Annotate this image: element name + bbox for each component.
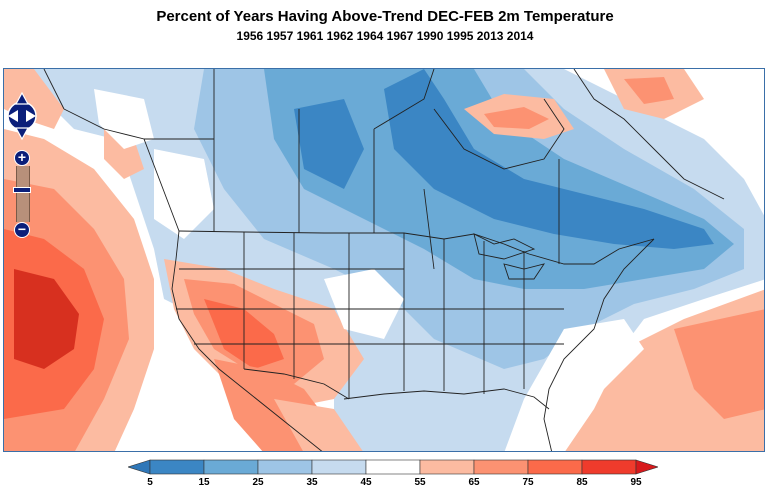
colorbar-tick-label: 85 (576, 477, 588, 488)
white-gap-plains (324, 269, 404, 339)
blue-dark-core (384, 69, 714, 249)
blue-dark-west (294, 99, 364, 189)
white-gap-pacific (94, 89, 154, 149)
colorbar-tick-label: 55 (414, 477, 426, 488)
colorbar-swatch (419, 459, 475, 475)
colorbar-tick-label: 5 (147, 477, 153, 488)
colorbar-swatch (365, 459, 421, 475)
colorbar-swatches (127, 459, 659, 475)
pan-arrows-icon[interactable] (6, 90, 38, 142)
red-hudson-light (484, 107, 549, 129)
colorbar-tick-label: 45 (360, 477, 372, 488)
zoom-in-button[interactable]: + (14, 150, 30, 166)
colorbar-tick-label: 65 (468, 477, 480, 488)
white-gap-atlantic (504, 319, 644, 451)
colorbar-tick-label: 95 (630, 477, 642, 488)
map-subtitle: 1956 1957 1961 1962 1964 1967 1990 1995 … (236, 29, 534, 43)
political-boundaries (43, 69, 725, 451)
colorbar-swatch (257, 459, 313, 475)
colorbar-legend: 5 15 25 35 45 55 65 75 85 95 (127, 458, 659, 488)
colorbar-swatch (311, 459, 367, 475)
temperature-map (4, 69, 764, 451)
colorbar-tick-label: 25 (252, 477, 264, 488)
colorbar-high-arrow (635, 459, 659, 475)
zoom-slider-handle[interactable] (13, 187, 31, 193)
colorbar-low-arrow (127, 459, 151, 475)
colorbar-swatch (203, 459, 259, 475)
red-dark-pacific (14, 269, 79, 369)
map-navigation: + − (6, 90, 38, 240)
red-light-atlantic (674, 309, 764, 419)
colorbar-swatch (527, 459, 583, 475)
red-greenland-light (624, 77, 674, 104)
colorbar-tick-label: 15 (198, 477, 210, 488)
white-gap-west (154, 149, 214, 239)
zoom-out-button[interactable]: − (14, 222, 30, 238)
colorbar-swatch (581, 459, 637, 475)
colorbar-tick-label: 75 (522, 477, 534, 488)
colorbar-swatch (473, 459, 529, 475)
colorbar-tick-label: 35 (306, 477, 318, 488)
red-mexico-pale (274, 399, 363, 451)
map-viewport[interactable] (3, 68, 765, 452)
zoom-slider-track[interactable] (16, 166, 30, 222)
map-title: Percent of Years Having Above-Trend DEC-… (156, 8, 614, 25)
colorbar-swatch (149, 459, 205, 475)
